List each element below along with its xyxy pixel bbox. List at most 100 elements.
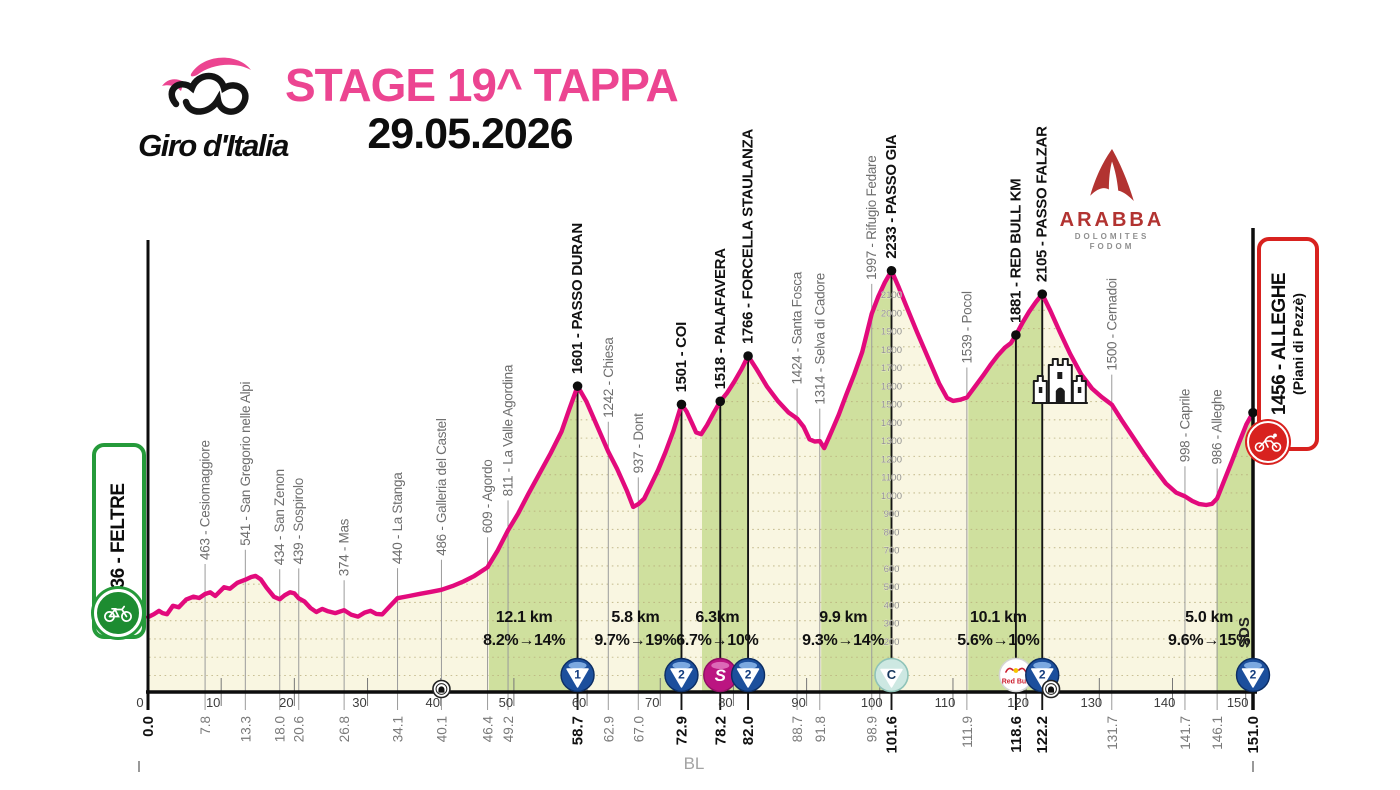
- waypoint-label: 1500 - Cernadoi: [1104, 278, 1119, 371]
- gradient-info: 5.8 km 9.7%→19%: [594, 609, 676, 649]
- summit-dot: [715, 396, 726, 407]
- waypoint-label: 463 - Cesiomaggiore: [198, 440, 213, 560]
- summit-label: 2233 - PASSO GIA: [883, 134, 900, 259]
- summit-label: 1601 - PASSO DURAN: [569, 223, 586, 374]
- elevation-scale-label: 1800: [881, 345, 902, 356]
- gradient-info: 12.1 km 8.2%→14%: [483, 609, 565, 649]
- svg-text:Red Bull: Red Bull: [1002, 679, 1030, 686]
- svg-text:6.7%→10%: 6.7%→10%: [676, 632, 758, 649]
- category-icon-cat: 2: [1235, 657, 1271, 693]
- elevation-scale-label: 1600: [881, 381, 902, 392]
- km-distance-label: 131.7: [1105, 716, 1120, 750]
- svg-text:S: S: [715, 666, 727, 685]
- axis-tick-label: 10: [206, 695, 220, 710]
- waypoint-label: 998 - Caprile: [1177, 389, 1192, 462]
- elevation-scale-label: 1500: [881, 400, 902, 411]
- gradient-info: 5.0 km 9.6%→15%: [1168, 609, 1250, 649]
- svg-text:5.0 km: 5.0 km: [1185, 609, 1233, 626]
- summit-dot: [676, 399, 687, 410]
- svg-text:9.7%→19%: 9.7%→19%: [594, 632, 676, 649]
- svg-text:5.6%→10%: 5.6%→10%: [957, 632, 1039, 649]
- finish-label-line2: (Piani di Pezzè): [1289, 293, 1306, 395]
- profile-area-flat: [148, 270, 1253, 692]
- elevation-scale-label: 1900: [881, 327, 902, 338]
- elevation-scale-label: 900: [884, 509, 900, 520]
- km-distance-label: 98.9: [865, 716, 880, 742]
- axis-tick-label: 120: [1007, 695, 1029, 710]
- elevation-scale-label: 700: [884, 546, 900, 557]
- svg-text:5.8 km: 5.8 km: [611, 609, 659, 626]
- svg-text:9.9 km: 9.9 km: [819, 609, 867, 626]
- giro-logo-mark-icon: [162, 57, 251, 115]
- elevation-scale-label: 1300: [881, 436, 902, 447]
- km-distance-label: 34.1: [391, 716, 406, 742]
- summit-dot: [572, 381, 583, 391]
- km-distance-label: 91.8: [813, 716, 828, 742]
- elevation-scale-label: 500: [884, 582, 900, 593]
- km-distance-label: 18.0: [273, 716, 288, 742]
- giro-logo: Giro d'Italia: [118, 44, 308, 184]
- elevation-scale-label: 2100: [881, 290, 902, 301]
- waypoint-label: 439 - Sospirolo: [291, 478, 306, 564]
- km-distance-label: 82.0: [740, 716, 757, 745]
- svg-text:12.1 km: 12.1 km: [496, 609, 553, 626]
- category-icon-cima: C: [874, 657, 909, 693]
- km-distance-label: 151.0: [1245, 716, 1262, 754]
- summit-label: 2105 - PASSO FALZAR: [1034, 126, 1051, 282]
- waypoint-labels: 463 - Cesiomaggiore 541 - San Gregorio ne…: [198, 126, 1225, 576]
- sponsor-subtitle-2: FODOM: [1089, 242, 1135, 251]
- waypoint-label: 374 - Mas: [337, 518, 352, 576]
- elevation-scale-label: 600: [884, 564, 900, 575]
- giro-logo-text: Giro d'Italia: [138, 128, 289, 163]
- elevation-scale-label: 1200: [881, 454, 902, 465]
- summit-label: 1501 - COI: [673, 322, 690, 392]
- km-distance-label: 62.9: [601, 716, 616, 742]
- axis-tick-label: 40: [425, 695, 439, 710]
- km-distance-label: 122.2: [1034, 716, 1051, 754]
- tunnel-icon: [1041, 679, 1061, 699]
- sponsor-logo: ARABBA DOLOMITES FODOM: [1052, 148, 1172, 252]
- km-distance-label: 0.0: [140, 716, 157, 737]
- profile-area-climb: [821, 270, 892, 692]
- svg-text:2: 2: [745, 668, 752, 682]
- svg-text:2: 2: [1039, 668, 1046, 682]
- axis-tick-label: 0: [136, 695, 143, 710]
- gradient-info: 9.9 km 9.3%→14%: [802, 609, 884, 649]
- summit-dot: [886, 265, 897, 276]
- km-distance-label: 111.9: [960, 716, 975, 748]
- km-distance-label: 58.7: [570, 716, 587, 745]
- km-distance-label: 78.2: [712, 716, 729, 745]
- waypoint-label: 1539 - Pocol: [959, 291, 974, 363]
- category-icon-cat: 2: [730, 657, 766, 693]
- axis-tick-label: 30: [352, 695, 366, 710]
- finish-cyclist-icon: [1247, 421, 1289, 463]
- km-distance-label: 67.0: [631, 716, 646, 742]
- gradient-info: 10.1 km 5.6%→10%: [957, 609, 1039, 649]
- elevation-scale-label: 200: [884, 637, 900, 648]
- axis-tick-label: 130: [1080, 695, 1102, 710]
- waypoint-label: 1424 - Santa Fosca: [790, 271, 805, 384]
- elevation-scale-label: 2000: [881, 308, 902, 319]
- summit-label: 1766 - FORCELLA STAULANZA: [740, 129, 757, 344]
- svg-text:8.2%→14%: 8.2%→14%: [483, 632, 565, 649]
- waypoint-label: 434 - San Zenon: [272, 469, 287, 565]
- svg-text:9.3%→14%: 9.3%→14%: [802, 632, 884, 649]
- start-label: 336 - FELTRE: [108, 483, 129, 599]
- stage-date: 29.05.2026: [367, 110, 573, 158]
- axis-tick-label: 50: [499, 695, 513, 710]
- svg-text:1: 1: [574, 668, 581, 682]
- sponsor-mountain-icon: [1090, 149, 1134, 201]
- sponsor-name: ARABBA: [1059, 209, 1165, 231]
- tunnel-icon: [432, 679, 451, 699]
- km-distance-label: 46.4: [481, 716, 496, 743]
- elevation-scale-label: 800: [884, 527, 900, 538]
- elevation-scale-label: 400: [884, 600, 900, 611]
- km-distance-label: 7.8: [198, 716, 213, 735]
- elevation-scale-label: 1000: [881, 491, 902, 502]
- stage-title: STAGE 19^ TAPPA: [285, 59, 679, 111]
- svg-text:2: 2: [1250, 668, 1257, 682]
- waypoint-label: 541 - San Gregorio nelle Alpi: [238, 382, 253, 546]
- waypoint-label: 486 - Galleria del Castel: [434, 418, 449, 556]
